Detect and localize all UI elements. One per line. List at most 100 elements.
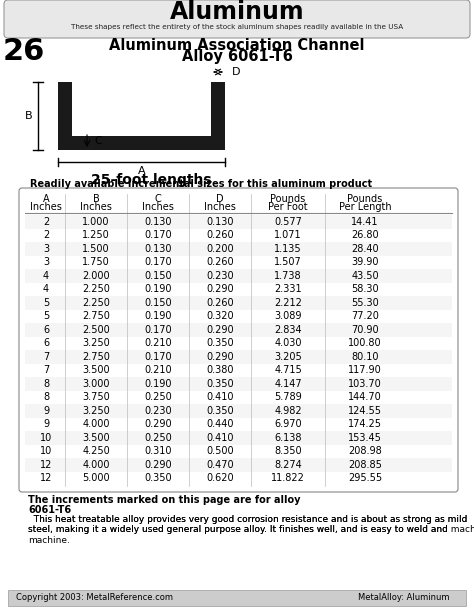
Text: 0.470: 0.470 bbox=[206, 460, 234, 470]
Text: 4.000: 4.000 bbox=[82, 419, 110, 429]
FancyBboxPatch shape bbox=[19, 188, 458, 492]
Text: 7: 7 bbox=[43, 352, 49, 362]
Bar bbox=[25, 215, 452, 228]
Bar bbox=[25, 404, 452, 417]
Text: 295.55: 295.55 bbox=[348, 473, 382, 483]
Text: 0.150: 0.150 bbox=[144, 298, 172, 308]
Text: 0.410: 0.410 bbox=[206, 433, 234, 442]
Text: 58.30: 58.30 bbox=[351, 284, 379, 294]
Text: 11.822: 11.822 bbox=[271, 473, 305, 483]
Text: 0.290: 0.290 bbox=[144, 419, 172, 429]
Text: 10: 10 bbox=[40, 433, 52, 442]
Text: 0.260: 0.260 bbox=[206, 257, 234, 267]
Text: Pounds: Pounds bbox=[270, 194, 306, 204]
Text: 6.138: 6.138 bbox=[274, 433, 302, 442]
Text: 10: 10 bbox=[40, 446, 52, 457]
Text: 0.210: 0.210 bbox=[144, 338, 172, 348]
Text: 3.500: 3.500 bbox=[82, 365, 110, 375]
Text: 0.230: 0.230 bbox=[144, 406, 172, 416]
Text: 28.40: 28.40 bbox=[351, 244, 379, 254]
Text: 5.789: 5.789 bbox=[274, 392, 302, 402]
Text: A: A bbox=[137, 166, 146, 176]
Text: 2.331: 2.331 bbox=[274, 284, 302, 294]
Text: 103.70: 103.70 bbox=[348, 379, 382, 389]
Text: 0.320: 0.320 bbox=[206, 312, 234, 321]
Text: B: B bbox=[25, 111, 33, 121]
Text: 2.250: 2.250 bbox=[82, 284, 110, 294]
Text: Aluminum: Aluminum bbox=[170, 0, 304, 24]
Text: A: A bbox=[43, 194, 49, 204]
Bar bbox=[25, 269, 452, 283]
Text: 1.250: 1.250 bbox=[82, 230, 110, 241]
Text: 2: 2 bbox=[43, 217, 49, 227]
Text: 3.205: 3.205 bbox=[274, 352, 302, 362]
Text: 1.750: 1.750 bbox=[82, 257, 110, 267]
Text: 3.500: 3.500 bbox=[82, 433, 110, 442]
Text: 2.750: 2.750 bbox=[82, 312, 110, 321]
Bar bbox=[25, 431, 452, 444]
Text: 6: 6 bbox=[43, 338, 49, 348]
Text: 4: 4 bbox=[43, 284, 49, 294]
Text: Pounds: Pounds bbox=[347, 194, 383, 204]
Text: 208.98: 208.98 bbox=[348, 446, 382, 457]
Text: B: B bbox=[92, 194, 100, 204]
Text: 55.30: 55.30 bbox=[351, 298, 379, 308]
Text: Inches: Inches bbox=[80, 202, 112, 212]
Text: 1.000: 1.000 bbox=[82, 217, 110, 227]
Text: 1.507: 1.507 bbox=[274, 257, 302, 267]
Text: 0.130: 0.130 bbox=[206, 217, 234, 227]
Text: 6.970: 6.970 bbox=[274, 419, 302, 429]
Text: 0.170: 0.170 bbox=[144, 325, 172, 335]
Text: 14.41: 14.41 bbox=[351, 217, 379, 227]
Text: 2.250: 2.250 bbox=[82, 298, 110, 308]
Text: 0.500: 0.500 bbox=[206, 446, 234, 457]
Text: 2: 2 bbox=[43, 230, 49, 241]
Text: 0.230: 0.230 bbox=[206, 271, 234, 281]
Text: 0.170: 0.170 bbox=[144, 230, 172, 241]
Text: 80.10: 80.10 bbox=[351, 352, 379, 362]
Text: 7: 7 bbox=[43, 365, 49, 375]
Text: 0.350: 0.350 bbox=[206, 379, 234, 389]
Text: This heat treatable alloy provides very good corrosion resistance and is about a: This heat treatable alloy provides very … bbox=[28, 515, 474, 534]
Text: 3.750: 3.750 bbox=[82, 392, 110, 402]
Text: 3.250: 3.250 bbox=[82, 338, 110, 348]
Text: 3: 3 bbox=[43, 257, 49, 267]
Text: 12: 12 bbox=[40, 473, 52, 483]
Text: Aluminum Association Channel: Aluminum Association Channel bbox=[109, 37, 365, 53]
Text: 0.250: 0.250 bbox=[144, 392, 172, 402]
Text: 4.147: 4.147 bbox=[274, 379, 302, 389]
Text: 0.150: 0.150 bbox=[144, 271, 172, 281]
Text: This heat treatable alloy provides very good corrosion resistance and is about a: This heat treatable alloy provides very … bbox=[28, 515, 467, 545]
Text: 0.250: 0.250 bbox=[144, 433, 172, 442]
Text: 12: 12 bbox=[40, 460, 52, 470]
Text: 0.290: 0.290 bbox=[206, 325, 234, 335]
Text: 25-foot lengths: 25-foot lengths bbox=[91, 173, 212, 187]
Text: These shapes reflect the entirety of the stock aluminum shapes readily available: These shapes reflect the entirety of the… bbox=[71, 24, 403, 30]
FancyBboxPatch shape bbox=[4, 0, 470, 38]
Text: 1.738: 1.738 bbox=[274, 271, 302, 281]
Text: 3.250: 3.250 bbox=[82, 406, 110, 416]
Text: Readily available incremental sizes for this aluminum product: Readily available incremental sizes for … bbox=[30, 179, 372, 189]
Text: The increments marked on this page are for alloy: The increments marked on this page are f… bbox=[28, 495, 301, 505]
Text: 0.200: 0.200 bbox=[206, 244, 234, 254]
Text: 1.135: 1.135 bbox=[274, 244, 302, 254]
Text: 6: 6 bbox=[43, 325, 49, 335]
Text: 70.90: 70.90 bbox=[351, 325, 379, 335]
Text: 0.440: 0.440 bbox=[206, 419, 234, 429]
Text: 2.500: 2.500 bbox=[82, 325, 110, 335]
Text: 0.130: 0.130 bbox=[144, 244, 172, 254]
Text: 2.834: 2.834 bbox=[274, 325, 302, 335]
Text: 208.85: 208.85 bbox=[348, 460, 382, 470]
Text: 5: 5 bbox=[43, 298, 49, 308]
Text: 9: 9 bbox=[43, 419, 49, 429]
Text: 4.000: 4.000 bbox=[82, 460, 110, 470]
Text: 8.274: 8.274 bbox=[274, 460, 302, 470]
Text: 39.90: 39.90 bbox=[351, 257, 379, 267]
Text: Per Length: Per Length bbox=[339, 202, 392, 212]
Text: 3.000: 3.000 bbox=[82, 379, 110, 389]
Text: 8: 8 bbox=[43, 379, 49, 389]
Bar bbox=[25, 242, 452, 255]
Text: Alloy 6061-T6: Alloy 6061-T6 bbox=[182, 50, 292, 64]
Text: 0.170: 0.170 bbox=[144, 352, 172, 362]
Text: 77.20: 77.20 bbox=[351, 312, 379, 321]
